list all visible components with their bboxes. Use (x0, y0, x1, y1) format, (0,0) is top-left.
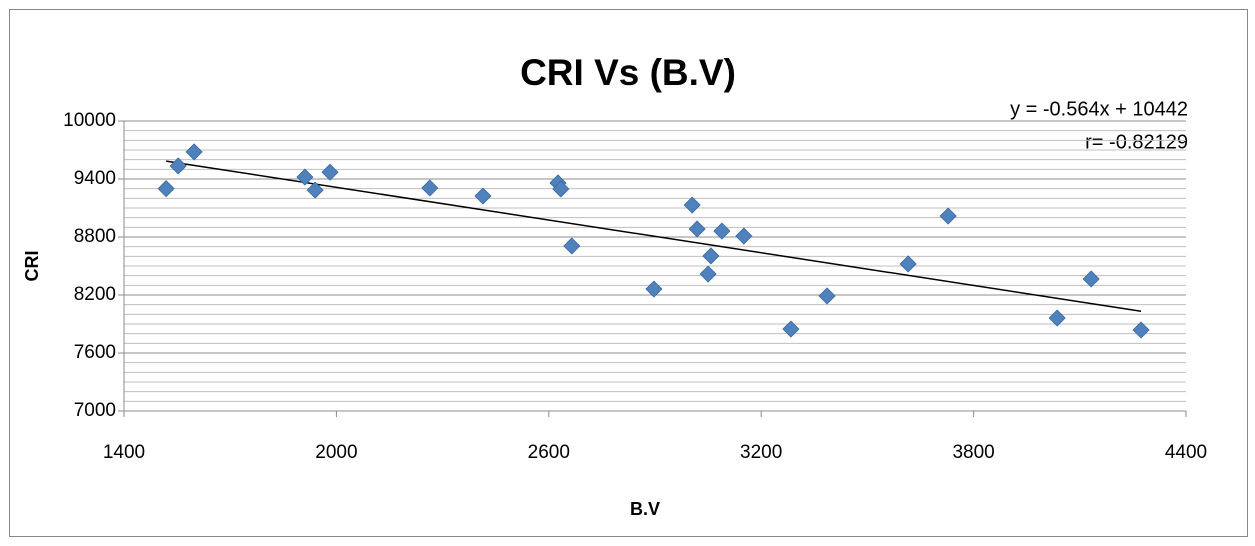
y-tick-label: 7000 (74, 400, 116, 421)
point (169, 157, 187, 175)
point (552, 180, 570, 198)
correlation: r= -0.82129 (1085, 131, 1188, 153)
point (688, 220, 706, 238)
x-tick-label: 1400 (103, 442, 145, 463)
point (1048, 309, 1066, 327)
x-axis-label: B.V (630, 499, 660, 519)
x-tick-label: 3800 (952, 442, 994, 463)
point (782, 320, 800, 338)
point (899, 255, 917, 273)
x-tick-label: 4400 (1165, 442, 1207, 463)
point (1082, 270, 1100, 288)
point (563, 237, 581, 255)
point (699, 265, 717, 283)
point (818, 287, 836, 305)
point (321, 163, 339, 181)
equation: y = -0.564x + 10442 (1010, 98, 1188, 120)
y-axis-label: CRI (22, 251, 42, 282)
point (474, 187, 492, 205)
y-tick-label: 10000 (63, 110, 116, 131)
y-tick-label: 8800 (74, 226, 116, 247)
point (157, 180, 175, 198)
point (735, 227, 753, 245)
point (306, 181, 324, 199)
point (645, 280, 663, 298)
y-tick-label: 8200 (74, 284, 116, 305)
chart-title: CRI Vs (B.V) (520, 52, 736, 93)
point (683, 196, 701, 214)
y-tick-label: 7600 (74, 342, 116, 363)
point (1132, 321, 1150, 339)
point (296, 168, 314, 186)
point (939, 207, 957, 225)
point (421, 179, 439, 197)
x-tick-label: 2600 (528, 442, 570, 463)
x-tick-label: 3200 (740, 442, 782, 463)
point (713, 222, 731, 240)
y-tick-label: 9400 (74, 168, 116, 189)
chart-border (9, 9, 1248, 537)
point (185, 143, 203, 161)
point (702, 247, 720, 265)
trendline (166, 160, 1142, 312)
x-tick-label: 2000 (315, 442, 357, 463)
